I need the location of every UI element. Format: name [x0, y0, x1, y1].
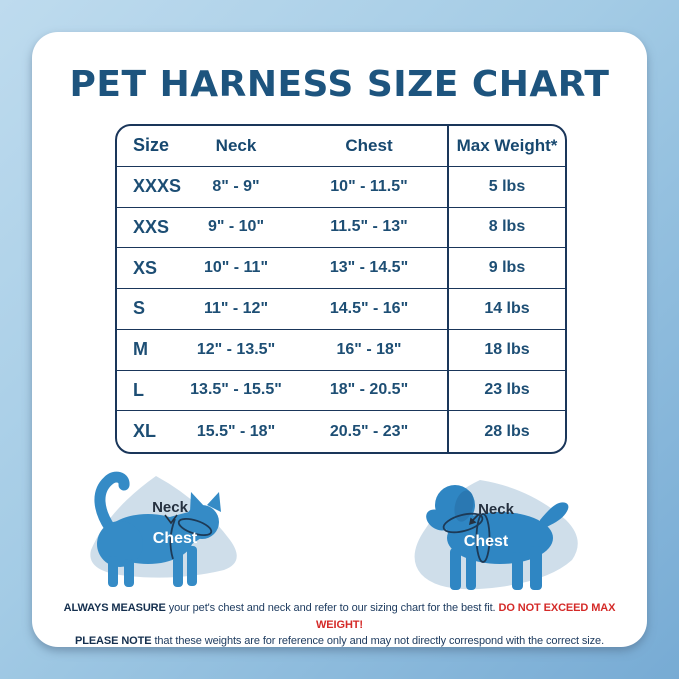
- table-row: S 11" - 12" 14.5" - 16" 14 lbs: [117, 289, 565, 330]
- dog-chest-label: Chest: [464, 533, 509, 550]
- weight-cell: 8 lbs: [447, 207, 565, 248]
- weight-cell: 18 lbs: [447, 329, 565, 370]
- table-row: XS 10" - 11" 13" - 14.5" 9 lbs: [117, 248, 565, 289]
- column-header-size: Size: [133, 135, 170, 156]
- size-cell: S: [133, 298, 146, 319]
- table-row: M 12" - 13.5" 16" - 18" 18 lbs: [117, 329, 565, 371]
- neck-cell: 10" - 11": [203, 259, 269, 277]
- size-cell: XXS: [133, 216, 170, 237]
- chest-cell: 10" - 11.5": [330, 177, 408, 195]
- dog-neck-measure-loop: [442, 512, 484, 534]
- weight-cell: 9 lbs: [447, 248, 565, 288]
- size-cell: M: [133, 339, 148, 360]
- disclaimer-line-2: PLEASE NOTE that these weights are for r…: [56, 633, 623, 650]
- size-cell: XXXS: [133, 176, 182, 197]
- size-table: Size Neck Chest Max Weight* XXXS 8" - 9"…: [115, 124, 567, 454]
- table-row: XXXS 8" - 9" 10" - 11.5" 5 lbs: [117, 166, 565, 208]
- weight-cell: 5 lbs: [447, 166, 565, 207]
- weight-cell: 14 lbs: [447, 289, 565, 329]
- note-text: that these weights are for reference onl…: [151, 635, 605, 647]
- weight-cell: 28 lbs: [447, 411, 565, 452]
- neck-cell: 15.5" - 18": [196, 422, 276, 440]
- disclaimer-line-1: ALWAYS MEASURE your pet's chest and neck…: [56, 600, 623, 633]
- chest-cell: 20.5" - 23": [329, 422, 409, 440]
- dog-chest-measure-loop: [475, 513, 491, 563]
- always-measure-label: ALWAYS MEASURE: [63, 602, 166, 614]
- cat-chest-label: Chest: [153, 530, 198, 547]
- column-header-chest: Chest: [345, 135, 393, 155]
- dog-neck-pointer: [469, 513, 480, 525]
- chest-cell: 13" - 14.5": [329, 259, 409, 277]
- neck-cell: 11" - 12": [203, 299, 269, 317]
- chest-cell: 14.5" - 16": [329, 299, 409, 317]
- dog-neck-label: Neck: [478, 501, 515, 518]
- column-header-max-weight: Max Weight*: [447, 126, 565, 166]
- weight-cell: 23 lbs: [447, 370, 565, 411]
- table-row: XXS 9" - 10" 11.5" - 13" 8 lbs: [117, 207, 565, 249]
- cat-neck-label: Neck: [152, 499, 189, 516]
- please-note-label: PLEASE NOTE: [74, 635, 152, 647]
- cat-neck-pointer: [164, 514, 178, 525]
- table-header-row: Size Neck Chest Max Weight*: [117, 126, 565, 167]
- max-weight-warning: DO NOT EXCEED MAX WEIGHT!: [316, 602, 616, 631]
- measure-instruction-text: your pet's chest and neck and refer to o…: [165, 602, 499, 614]
- size-cell: XS: [133, 257, 158, 278]
- size-cell: XL: [133, 421, 157, 442]
- cat-chest-measure-line: [169, 518, 176, 560]
- dog-silhouette: [426, 485, 569, 590]
- neck-cell: 13.5" - 15.5": [190, 381, 282, 399]
- size-chart-card: PET HARNESS SIZE CHART Size Neck Chest M…: [32, 32, 647, 647]
- table-row: XL 15.5" - 18" 20.5" - 23" 28 lbs: [117, 411, 565, 452]
- chest-cell: 18" - 20.5": [329, 381, 409, 399]
- neck-cell: 9" - 10": [207, 218, 265, 236]
- disclaimer-text: ALWAYS MEASURE your pet's chest and neck…: [56, 600, 623, 650]
- cat-harness-measure-lines: [169, 517, 213, 560]
- page-title: PET HARNESS SIZE CHART: [69, 64, 610, 105]
- cat-illustration: Neck Chest: [90, 471, 237, 587]
- neck-cell: 12" - 13.5": [196, 340, 276, 358]
- size-cell: L: [133, 379, 144, 400]
- dog-illustration: Neck Chest: [414, 480, 578, 590]
- neck-cell: 8" - 9": [212, 177, 260, 195]
- chest-cell: 16" - 18": [336, 340, 402, 358]
- dog-harness-measure-lines: [442, 512, 491, 563]
- column-header-neck: Neck: [215, 135, 257, 155]
- cat-neck-measure-loop: [177, 517, 213, 537]
- table-row: L 13.5" - 15.5" 18" - 20.5" 23 lbs: [117, 370, 565, 412]
- cat-silhouette: [94, 471, 221, 587]
- chest-cell: 11.5" - 13": [330, 218, 408, 236]
